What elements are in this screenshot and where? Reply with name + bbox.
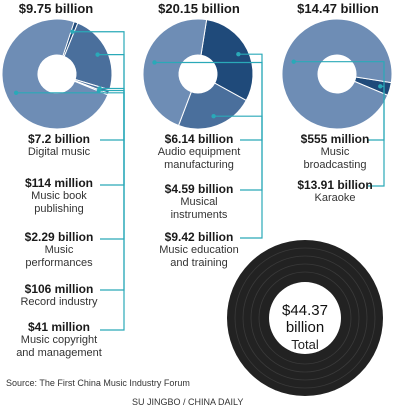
desc-label: Record industry <box>20 296 98 308</box>
donut-1-label-performances: $2.29 billion Music performances <box>0 230 118 270</box>
leader-dot <box>95 52 100 57</box>
donut-3-label-karaoke: $13.91 billion Karaoke <box>276 178 394 205</box>
desc-label: Musical instruments <box>170 196 228 221</box>
desc-label: Audio equipment manufacturing <box>157 146 241 171</box>
leader-dot <box>13 90 19 96</box>
value-label: $106 million <box>24 282 94 296</box>
donut-2-label-education: $9.42 billion Music education and traini… <box>140 230 258 270</box>
record-center <box>269 282 341 354</box>
donut-3-hole <box>318 55 356 93</box>
donut-1-label-digital-music: $7.2 billion Digital music <box>0 132 118 159</box>
donut-2-label-instruments: $4.59 billion Musical instruments <box>140 182 258 222</box>
desc-label: Music broadcasting <box>303 146 367 171</box>
value-label: $7.2 billion <box>27 132 90 146</box>
total-value: $44.37 billion <box>282 302 328 336</box>
desc-label: Music book publishing <box>31 190 87 215</box>
donut-3-label-broadcasting: $555 million Music broadcasting <box>276 132 394 172</box>
record-groove <box>250 263 360 373</box>
credit-note: SU JINGBO / CHINA DAILY <box>132 397 244 407</box>
donut-1-total-label: $9.75 billion <box>18 1 94 16</box>
total-label: $44.37 billion Total <box>268 302 342 353</box>
donut-3-total-label: $14.47 billion <box>297 1 379 16</box>
desc-label: Music education and training <box>159 244 239 269</box>
leader-line <box>293 61 385 187</box>
value-label: $114 million <box>24 176 94 190</box>
donut-1-hole <box>38 55 76 93</box>
donut-1-label-copyright: $41 million Music copyright and manageme… <box>0 320 118 360</box>
desc-label: Music performances <box>25 244 93 269</box>
total-desc: Total <box>291 337 319 352</box>
leader-dot <box>96 88 102 93</box>
record-groove <box>258 271 352 365</box>
leader-line <box>98 89 125 331</box>
desc-label: Music copyright and management <box>16 334 102 359</box>
value-label: $13.91 billion <box>297 178 373 192</box>
leader-dot <box>378 84 383 89</box>
leader-dot <box>211 114 216 119</box>
donut-1-label-book-publishing: $114 million Music book publishing <box>0 176 118 216</box>
donut-1-label-record-industry: $106 million Record industry <box>0 282 118 309</box>
donut-2-total-label: $20.15 billion <box>158 1 240 16</box>
record-groove <box>234 247 376 389</box>
value-label: $6.14 billion <box>164 132 234 146</box>
source-note: Source: The First China Music Industry F… <box>6 378 190 388</box>
value-label: $9.42 billion <box>164 230 234 244</box>
leader-dot <box>152 60 157 65</box>
value-label: $4.59 billion <box>164 182 234 196</box>
desc-label: Karaoke <box>314 192 356 204</box>
donut-2-label-audio-equipment: $6.14 billion Audio equipment manufactur… <box>140 132 258 172</box>
record-groove <box>242 255 368 381</box>
value-label: $555 million <box>300 132 370 146</box>
leader-dot <box>291 59 296 64</box>
leader-dot <box>236 51 241 57</box>
leader-line <box>154 61 263 239</box>
leader-dot <box>70 29 75 34</box>
value-label: $2.29 billion <box>24 230 94 244</box>
value-label: $41 million <box>27 320 91 334</box>
donut-2-hole <box>179 55 217 93</box>
desc-label: Digital music <box>27 146 91 158</box>
